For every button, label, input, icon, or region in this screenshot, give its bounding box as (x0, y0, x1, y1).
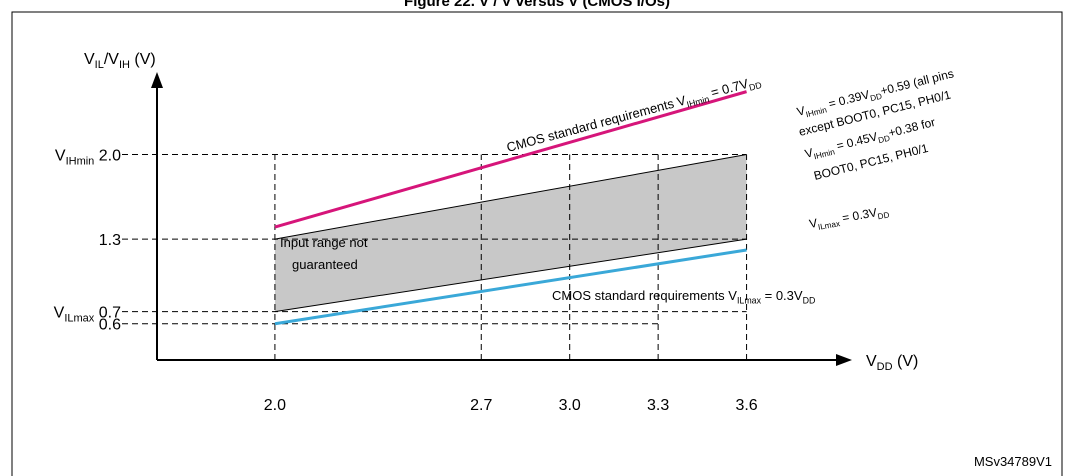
x-tick-label: 3.3 (647, 397, 669, 414)
band-label: Input range not (280, 235, 368, 250)
x-tick-label: 3.6 (735, 397, 757, 414)
y-axis-label: VIL/VIH (V) (84, 51, 156, 71)
cmos-vil-annotation: CMOS standard requirements VILmax = 0.3V… (552, 288, 815, 306)
cmos-vih-annotation: CMOS standard requirements VIHmin = 0.7V… (505, 73, 763, 158)
not-guaranteed-band (274, 154, 747, 312)
series-line-1 (274, 153, 747, 240)
x-axis-label: VDD (V) (866, 353, 918, 373)
figure-frame (11, 11, 1063, 476)
series-line-0 (274, 90, 747, 229)
series-line-3 (274, 248, 747, 326)
y-tick-label: 0.6 (99, 317, 121, 334)
y-tick-label: VIHmin 2.0 (55, 147, 121, 167)
x-axis-arrow (836, 354, 852, 366)
band-label: guaranteed (292, 257, 358, 272)
vihmin-annotation-4: BOOT0, PC15, PH0/1 (812, 141, 930, 183)
x-tick-label: 3.0 (559, 397, 581, 414)
y-tick-label: VILmax 0.7 (54, 305, 121, 325)
watermark: MSv34789V1 (974, 454, 1052, 469)
vilmax-annotation: VILmax = 0.3VDD (808, 203, 890, 233)
x-tick-label: 2.0 (264, 397, 286, 414)
series-line-2 (274, 238, 747, 313)
x-tick-label: 2.7 (470, 397, 492, 414)
figure-title: Figure 22. V / V versus V (CMOS I/Os) (404, 0, 670, 10)
y-tick-label: 1.3 (99, 232, 121, 249)
y-axis-arrow (151, 72, 163, 88)
